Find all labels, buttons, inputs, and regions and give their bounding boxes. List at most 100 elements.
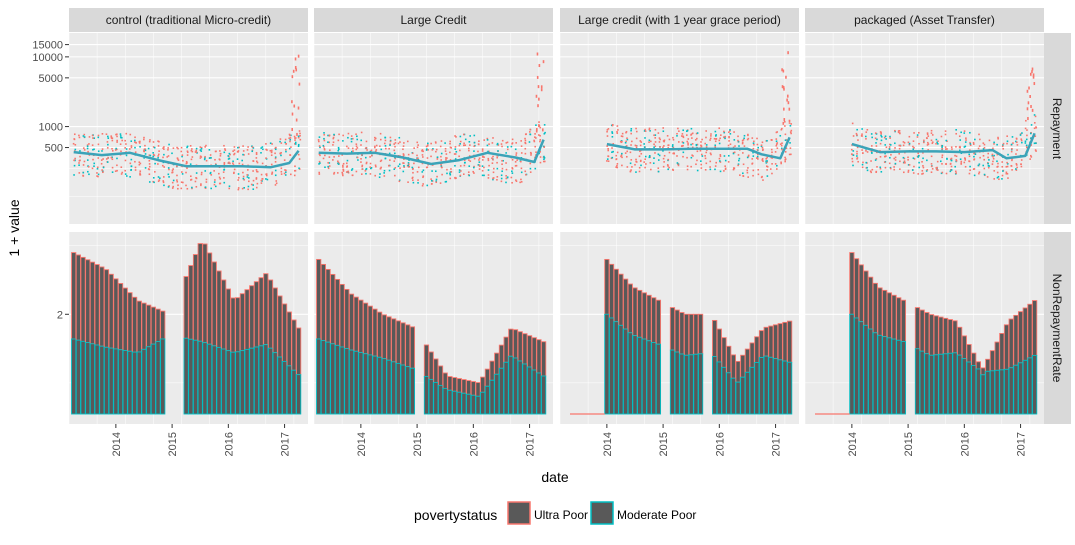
repayment-point <box>364 156 367 159</box>
nonrepayment-bar-moderate-poor <box>122 350 128 415</box>
repayment-point <box>430 155 432 158</box>
nonrepayment-bar-ultra-poor <box>849 252 855 315</box>
repayment-point <box>181 173 184 175</box>
nonrepayment-bar-moderate-poor <box>758 357 765 415</box>
repayment-point <box>729 129 731 131</box>
repayment-point <box>477 150 479 153</box>
repayment-point <box>427 163 429 166</box>
nonrepayment-bar-moderate-poor <box>849 313 855 415</box>
nonrepayment-bar-ultra-poor <box>85 259 91 344</box>
repayment-point <box>1034 135 1037 137</box>
nonrepayment-bar-moderate-poor <box>197 340 203 415</box>
nonrepayment-bar-ultra-poor <box>914 307 921 350</box>
repayment-point <box>288 133 291 136</box>
repayment-point <box>355 148 358 151</box>
repayment-point <box>611 151 613 154</box>
repayment-point <box>356 156 359 159</box>
repayment-point <box>965 137 967 140</box>
repayment-point <box>973 168 976 170</box>
repayment-point <box>747 167 749 169</box>
repayment-point <box>454 164 456 167</box>
repayment-point <box>946 157 948 160</box>
nonrepayment-bar-ultra-poor <box>89 261 96 345</box>
repayment-point <box>107 135 109 138</box>
repayment-point <box>406 140 409 143</box>
nonrepayment-bar-moderate-poor <box>947 352 953 415</box>
repayment-point <box>412 167 414 170</box>
repayment-point <box>898 152 900 155</box>
repayment-point <box>524 137 526 140</box>
repayment-point <box>1030 156 1033 158</box>
repayment-point <box>96 175 98 177</box>
repayment-point <box>997 136 999 139</box>
nonrepayment-bar-moderate-poor <box>641 338 647 415</box>
repayment-point <box>228 187 231 190</box>
repayment-point <box>379 145 381 148</box>
repayment-point <box>776 131 779 133</box>
repayment-point <box>271 143 273 145</box>
repayment-point <box>468 174 471 177</box>
repayment-point <box>662 150 664 152</box>
repayment-point <box>439 145 442 148</box>
repayment-point <box>293 169 296 172</box>
repayment-point <box>361 164 364 167</box>
repayment-point <box>444 150 447 152</box>
repayment-point <box>889 167 892 170</box>
repayment-point <box>992 160 994 163</box>
nonrepayment-bar-ultra-poor <box>395 320 401 364</box>
repayment-point <box>210 187 212 190</box>
nonrepayment-bar-moderate-poor <box>155 341 161 415</box>
repayment-point <box>894 159 897 161</box>
repayment-point <box>662 146 664 149</box>
nonrepayment-bar-ultra-poor <box>489 360 495 381</box>
repayment-point <box>511 167 514 170</box>
repayment-point <box>963 132 966 134</box>
repayment-point <box>682 135 684 138</box>
repayment-point <box>232 162 234 165</box>
repayment-point <box>539 156 542 158</box>
repayment-point <box>950 165 953 168</box>
nonrepayment-bar-ultra-poor <box>735 360 741 383</box>
repayment-point <box>765 160 767 162</box>
repayment-point <box>436 156 439 159</box>
nonrepayment-bar-moderate-poor <box>348 349 355 415</box>
repayment-point <box>422 150 424 153</box>
repayment-point <box>884 135 887 138</box>
repayment-point <box>114 149 117 151</box>
nonrepayment-bar-moderate-poor <box>858 321 864 415</box>
repayment-point <box>658 141 661 143</box>
repayment-point <box>91 144 94 146</box>
repayment-point <box>397 142 400 145</box>
repayment-point <box>163 166 165 168</box>
repayment-point-high <box>291 75 294 79</box>
repayment-point <box>374 164 377 167</box>
repayment-point <box>880 139 883 142</box>
repayment-point <box>885 138 887 140</box>
repayment-point <box>752 169 755 172</box>
repayment-point <box>931 141 934 144</box>
repayment-point <box>930 139 933 142</box>
repayment-point <box>182 159 184 162</box>
nonrepayment-bar-moderate-poor <box>330 343 336 415</box>
repayment-point <box>350 169 353 171</box>
repayment-point <box>912 140 915 142</box>
repayment-point <box>384 157 387 160</box>
repayment-point <box>115 147 117 150</box>
repayment-point <box>322 145 325 148</box>
repayment-point <box>728 154 730 157</box>
repayment-point <box>148 165 151 168</box>
repayment-point <box>1005 172 1008 175</box>
nonrepayment-bar-moderate-poor <box>651 342 657 415</box>
repayment-point-high <box>291 112 294 116</box>
repayment-point <box>524 139 527 142</box>
repayment-point-high <box>781 85 784 89</box>
x-tick-label: 2014 <box>602 432 614 456</box>
repayment-point <box>969 131 971 134</box>
repayment-point <box>177 184 179 187</box>
repayment-point <box>407 163 410 166</box>
nonrepayment-bar-moderate-poor <box>503 361 509 415</box>
repayment-point <box>110 135 113 137</box>
repayment-point <box>318 173 321 175</box>
repayment-point <box>1002 142 1005 145</box>
repayment-point <box>283 159 286 161</box>
